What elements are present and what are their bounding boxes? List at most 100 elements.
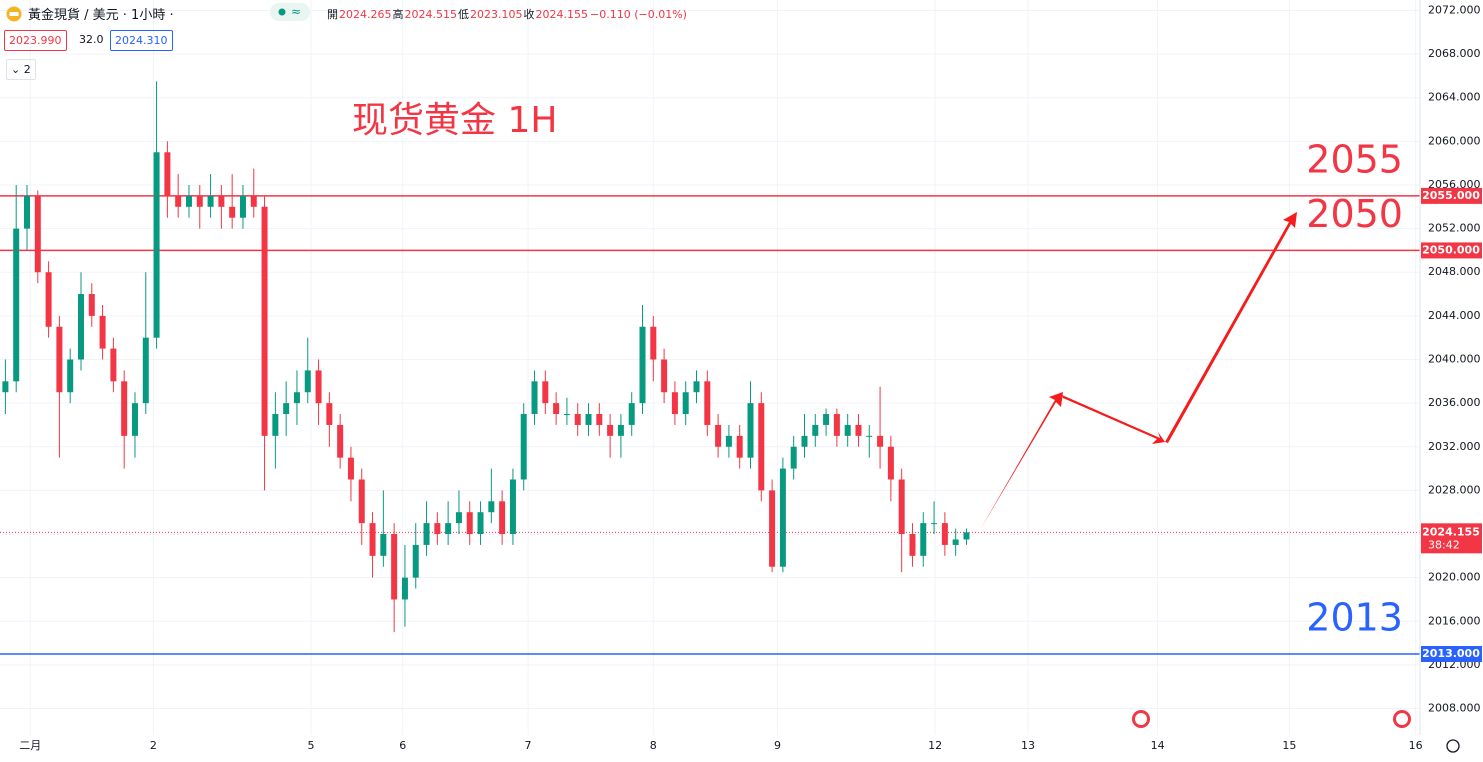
- event-flag-inner: [1396, 713, 1408, 725]
- candle-body: [283, 403, 290, 415]
- candle-body: [812, 424, 819, 436]
- level-label-bg: [1421, 242, 1482, 259]
- level-note: 2013: [1306, 596, 1403, 640]
- candle-body: [779, 468, 786, 567]
- candle-body: [466, 512, 473, 535]
- countdown: 38:42: [1428, 538, 1460, 551]
- ohlc-value: −0.110 (−0.01%): [590, 8, 687, 21]
- levels: [0, 195, 1420, 655]
- candle-body: [488, 501, 495, 513]
- candle-body: [110, 348, 117, 382]
- indicator-toggle[interactable]: ⌄ 2: [6, 59, 36, 80]
- candle-body: [412, 544, 419, 578]
- candle-body: [607, 424, 614, 436]
- candle-body: [801, 435, 808, 447]
- level-label: 2055.000: [1422, 189, 1480, 202]
- candle-body: [34, 195, 41, 273]
- y-tick-label: 2052.000: [1428, 222, 1481, 235]
- symbol-header: 黃金現貨 / 美元 · 1小時 ·: [6, 4, 174, 23]
- candle-body: [574, 414, 581, 425]
- candle-body: [347, 457, 354, 480]
- candle-body: [704, 381, 711, 425]
- y-tick-label: 2068.000: [1428, 47, 1481, 60]
- ohlc-key: 低: [458, 8, 469, 21]
- candle-body: [358, 479, 365, 524]
- candle-body: [833, 414, 840, 436]
- candle-body: [520, 414, 527, 480]
- y-tick-label: 2056.000: [1428, 178, 1481, 191]
- ohlc-value: 2024.515: [404, 8, 458, 21]
- x-tick-label: 14: [1151, 739, 1165, 752]
- candle-body: [131, 403, 138, 436]
- ask-box[interactable]: 2024.310: [110, 30, 173, 51]
- candle-body: [196, 195, 203, 207]
- level-label: 2013.000: [1422, 647, 1480, 660]
- ohlc-key: 高: [392, 8, 404, 21]
- symbol-icon: [6, 6, 22, 21]
- ohlc-key: 收: [523, 8, 535, 21]
- bid-box[interactable]: 2023.990: [4, 30, 67, 51]
- candle-body: [445, 523, 452, 535]
- candle-body: [261, 206, 268, 436]
- arrow-up: [1165, 212, 1297, 443]
- spread: 32.0: [79, 33, 104, 46]
- candle-body: [617, 424, 624, 436]
- candle-body: [499, 501, 506, 535]
- x-tick-label: 6: [399, 739, 406, 752]
- candle-body: [239, 195, 246, 218]
- candle-body: [153, 152, 160, 338]
- candle-body: [185, 195, 192, 207]
- ohlc-value: 2023.105: [470, 8, 523, 21]
- candle-body: [401, 577, 408, 600]
- chevron: ⌄: [11, 63, 24, 76]
- candle-body: [596, 414, 603, 425]
- candle-body: [369, 523, 376, 556]
- candle-body: [326, 403, 333, 425]
- candle-body: [477, 512, 484, 535]
- x-tick-label: 15: [1282, 739, 1296, 752]
- y-tick-label: 2072.000: [1428, 3, 1481, 16]
- candle-body: [542, 381, 549, 404]
- candle-body: [455, 512, 462, 524]
- last-price-label: 2024.155: [1422, 525, 1480, 538]
- status-pill[interactable]: ≈: [270, 3, 310, 21]
- x-tick-label: 7: [525, 739, 532, 752]
- settings-icon[interactable]: [1446, 739, 1460, 753]
- candle-body: [56, 326, 63, 393]
- candle-body: [887, 446, 894, 480]
- y-tick-label: 2020.000: [1428, 571, 1481, 584]
- x-tick-label: 13: [1021, 739, 1035, 752]
- candle-body: [823, 414, 830, 425]
- ohlc-value: 2024.265: [339, 8, 392, 21]
- candle-body: [293, 392, 300, 404]
- candle-body: [434, 523, 441, 535]
- candle-body: [931, 523, 938, 525]
- candle-body: [650, 326, 657, 360]
- y-tick-label: 2064.000: [1428, 91, 1481, 104]
- x-tick-label: 16: [1409, 739, 1423, 752]
- candle-body: [67, 359, 74, 393]
- level-label-bg: [1421, 646, 1482, 663]
- candle-body: [99, 315, 106, 349]
- candle-body: [207, 195, 214, 207]
- candle-body: [941, 523, 948, 545]
- candle-body: [639, 326, 646, 404]
- level-label: 2050.000: [1422, 243, 1480, 256]
- candle-body: [88, 294, 95, 316]
- y-tick-label: 2008.000: [1428, 702, 1481, 715]
- candle-body: [909, 534, 916, 556]
- candle-body: [380, 534, 387, 556]
- y-tick-label: 2044.000: [1428, 309, 1481, 322]
- y-tick-label: 2048.000: [1428, 265, 1481, 278]
- candle-body: [898, 479, 905, 535]
- candle-body: [337, 424, 344, 458]
- candle-body: [218, 195, 225, 207]
- candle-body: [509, 479, 516, 535]
- x-tick-label: 8: [650, 739, 657, 752]
- y-tick-label: 2060.000: [1428, 134, 1481, 147]
- candle-body: [952, 539, 959, 545]
- ohlc-key: 開: [327, 8, 338, 21]
